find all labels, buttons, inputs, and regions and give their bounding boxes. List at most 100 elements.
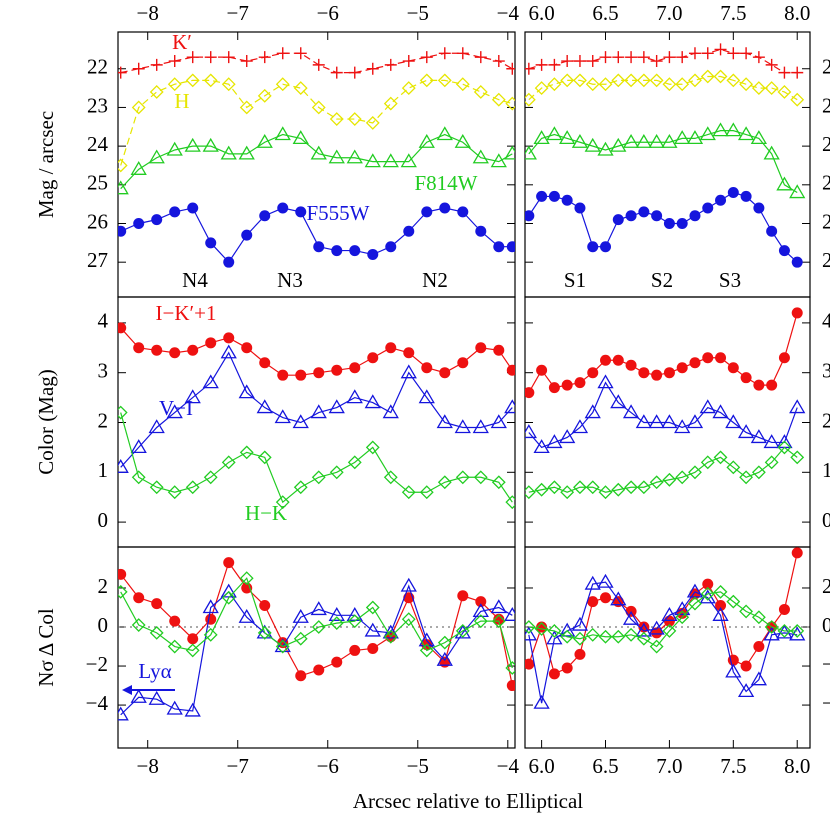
marker <box>561 662 573 674</box>
marker <box>739 77 754 92</box>
marker <box>777 85 792 99</box>
marker <box>367 352 379 364</box>
x-tick-label: 7.0 <box>656 1 682 25</box>
y-tick-label: 25 <box>822 171 830 195</box>
marker <box>525 658 535 670</box>
marker <box>737 424 755 439</box>
marker <box>277 202 289 214</box>
y-tick-label: 27 <box>87 248 108 272</box>
marker <box>739 470 754 485</box>
marker <box>401 612 416 627</box>
marker <box>187 344 199 356</box>
marker <box>347 112 362 126</box>
y-axis-label: Color (Mag) <box>34 369 58 475</box>
plot-area <box>525 547 806 709</box>
marker <box>346 389 363 404</box>
y-tick-label: 23 <box>822 93 830 117</box>
marker <box>151 344 163 356</box>
marker <box>184 389 201 404</box>
marker <box>473 85 488 99</box>
marker <box>133 342 145 354</box>
marker <box>365 600 380 615</box>
marker <box>257 88 272 103</box>
marker <box>778 352 790 364</box>
marker <box>256 133 273 148</box>
marker <box>118 66 127 79</box>
marker <box>439 656 451 668</box>
marker <box>383 470 398 485</box>
marker <box>624 627 638 642</box>
marker <box>418 389 435 404</box>
marker <box>506 364 515 376</box>
marker <box>258 51 271 64</box>
marker <box>166 404 183 419</box>
y-tick-label: 23 <box>87 93 108 117</box>
marker <box>329 112 344 126</box>
marker <box>622 133 640 148</box>
marker <box>418 632 435 647</box>
marker <box>686 414 704 429</box>
marker <box>699 399 716 414</box>
marker <box>118 405 128 420</box>
marker <box>725 414 742 429</box>
x-tick-label: 7.5 <box>720 754 746 778</box>
x-tick-label: −5 <box>407 754 429 778</box>
marker <box>535 58 548 71</box>
marker <box>688 596 702 611</box>
x-tick-label: 6.0 <box>528 1 554 25</box>
marker <box>584 137 601 152</box>
marker <box>473 470 488 485</box>
marker <box>536 190 548 202</box>
marker <box>702 202 714 214</box>
marker <box>548 190 560 202</box>
marker <box>791 547 803 559</box>
marker <box>674 419 691 434</box>
marker <box>700 586 715 601</box>
panel-frame <box>117 546 516 749</box>
marker <box>457 590 469 602</box>
series-line <box>120 412 513 504</box>
marker <box>674 601 691 616</box>
y-tick-label: −4 <box>86 691 109 715</box>
marker <box>202 137 219 152</box>
panel-frame <box>117 296 516 548</box>
y-tick-label: 0 <box>98 613 109 637</box>
marker <box>789 184 806 199</box>
marker <box>310 601 327 616</box>
marker <box>763 145 780 160</box>
marker <box>573 480 587 495</box>
marker <box>778 245 790 257</box>
marker <box>765 58 778 71</box>
marker <box>148 690 165 705</box>
marker <box>167 485 182 500</box>
marker <box>525 62 535 75</box>
marker <box>202 374 219 389</box>
y-tick-label: −2 <box>822 652 830 676</box>
marker <box>713 450 728 465</box>
marker <box>766 379 778 391</box>
marker <box>536 364 548 376</box>
y-tick-label: −4 <box>822 691 830 715</box>
marker <box>239 100 254 115</box>
series-line <box>528 130 798 194</box>
marker <box>310 145 327 160</box>
marker <box>221 77 236 92</box>
x-tick-label: −7 <box>227 1 249 25</box>
marker <box>202 599 219 614</box>
marker <box>525 626 537 641</box>
plot-area <box>118 322 515 510</box>
marker <box>205 337 217 349</box>
marker <box>737 683 755 698</box>
marker <box>313 241 325 253</box>
marker <box>506 62 515 75</box>
marker <box>187 633 199 645</box>
marker <box>276 47 289 60</box>
marker <box>547 77 562 92</box>
marker <box>365 115 380 130</box>
marker <box>256 399 273 414</box>
marker <box>220 145 237 160</box>
series-label: H <box>174 89 189 113</box>
marker <box>713 584 728 599</box>
marker <box>167 639 182 654</box>
marker <box>293 480 308 495</box>
